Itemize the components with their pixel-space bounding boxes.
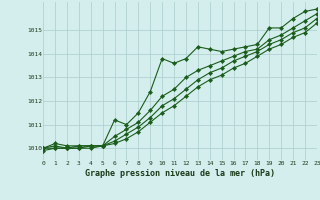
X-axis label: Graphe pression niveau de la mer (hPa): Graphe pression niveau de la mer (hPa) [85,169,275,178]
